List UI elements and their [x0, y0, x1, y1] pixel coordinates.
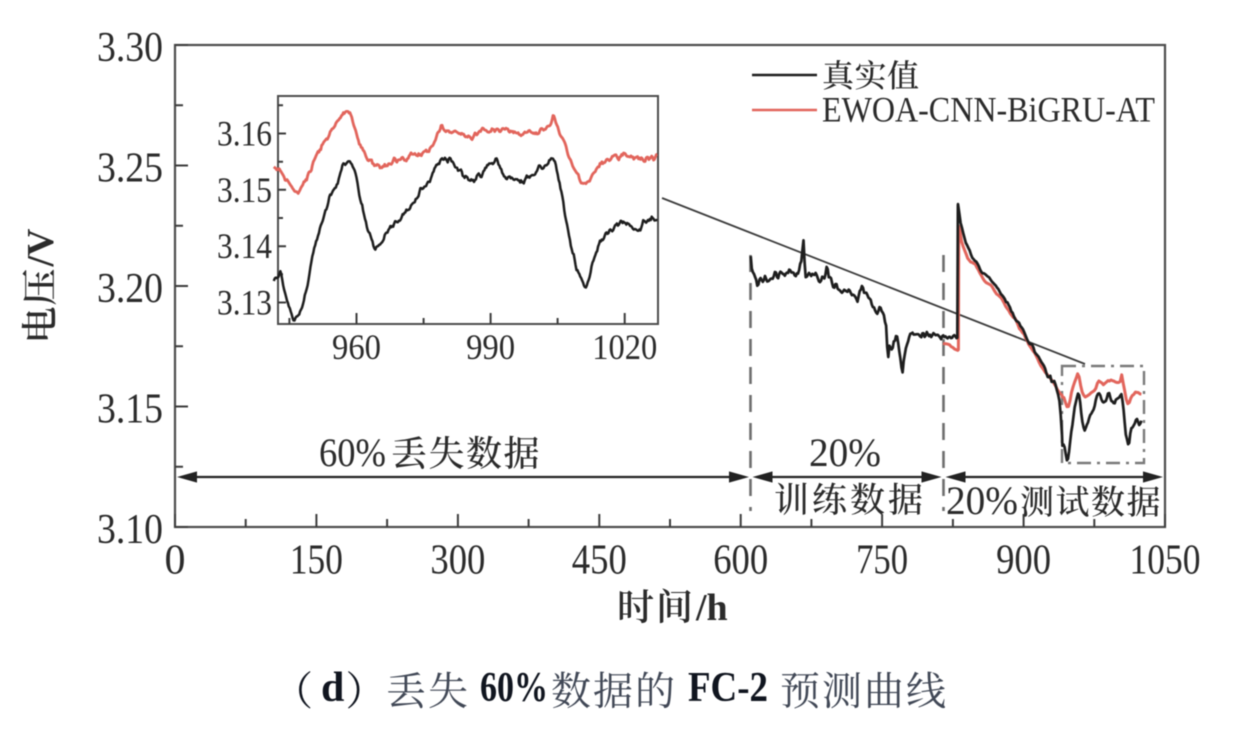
svg-text:900: 900: [996, 538, 1051, 584]
svg-text:60%: 60%: [480, 665, 548, 711]
svg-text:1050: 1050: [1130, 538, 1201, 584]
svg-text:60%: 60%: [319, 430, 386, 475]
svg-text:/V: /V: [20, 228, 62, 268]
svg-text:3.15: 3.15: [97, 387, 163, 433]
svg-text:3.15: 3.15: [217, 170, 272, 210]
svg-text:1020: 1020: [592, 327, 657, 367]
svg-text:3.20: 3.20: [97, 266, 163, 312]
svg-text:0: 0: [165, 538, 186, 584]
svg-text:3.30: 3.30: [97, 25, 163, 71]
svg-text:3.16: 3.16: [217, 114, 272, 154]
svg-text:600: 600: [713, 538, 768, 584]
svg-text:20%: 20%: [946, 478, 1018, 523]
svg-text:3.25: 3.25: [97, 146, 163, 192]
svg-text:/h: /h: [695, 587, 728, 629]
svg-text:990: 990: [466, 327, 515, 367]
svg-text:150: 150: [290, 538, 343, 584]
svg-text:960: 960: [332, 327, 381, 367]
svg-text:3.10: 3.10: [97, 507, 163, 553]
svg-text:450: 450: [572, 538, 627, 584]
svg-text:FC-2: FC-2: [688, 665, 768, 711]
svg-text:750: 750: [856, 538, 908, 584]
svg-text:d: d: [321, 665, 344, 711]
svg-text:EWOA-CNN-BiGRU-AT: EWOA-CNN-BiGRU-AT: [822, 90, 1155, 130]
svg-text:20%: 20%: [809, 430, 881, 475]
svg-text:3.14: 3.14: [217, 226, 272, 266]
svg-text:300: 300: [430, 538, 485, 584]
svg-text:3.13: 3.13: [217, 283, 272, 323]
